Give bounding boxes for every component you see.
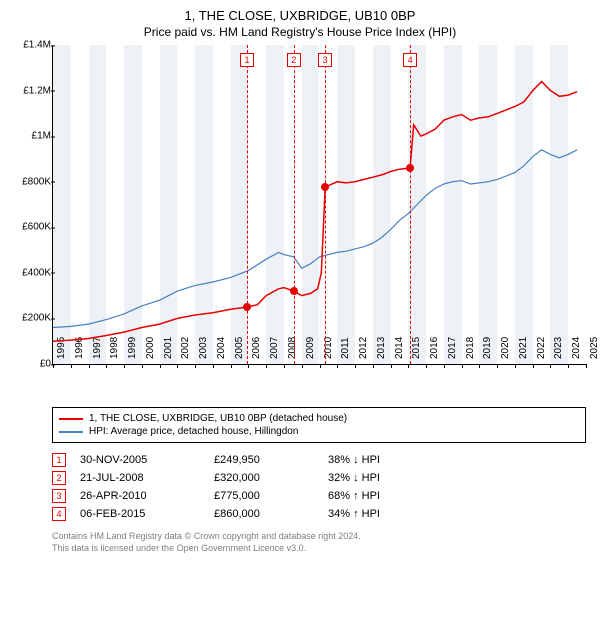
- event-line: [410, 45, 411, 364]
- y-axis-tick: £0: [11, 359, 51, 370]
- chart-area: £0£200K£400K£600K£800K£1M£1.2M£1.4M19951…: [52, 45, 586, 365]
- y-axis-tick: £400K: [11, 267, 51, 278]
- footer-line: Contains HM Land Registry data © Crown c…: [52, 531, 586, 543]
- events-table: 1 30-NOV-2005 £249,950 38% ↓ HPI 2 21-JUL-200…: [52, 451, 586, 523]
- page-subtitle: Price paid vs. HM Land Registry's House …: [10, 25, 590, 39]
- x-axis-tick-mark: [550, 364, 551, 368]
- y-axis-tick: £1M: [11, 131, 51, 142]
- event-line: [325, 45, 326, 364]
- legend: 1, THE CLOSE, UXBRIDGE, UB10 0BP (detach…: [52, 407, 586, 443]
- x-axis-tick-mark: [426, 364, 427, 368]
- x-axis-tick-mark: [266, 364, 267, 368]
- x-axis-tick-mark: [515, 364, 516, 368]
- series-line: [53, 82, 577, 342]
- event-dot: [290, 287, 298, 295]
- x-axis-tick-mark: [195, 364, 196, 368]
- x-axis-tick-mark: [355, 364, 356, 368]
- x-axis-tick-mark: [497, 364, 498, 368]
- x-axis-tick-mark: [337, 364, 338, 368]
- legend-label: HPI: Average price, detached house, Hill…: [89, 426, 298, 437]
- x-axis-tick-mark: [177, 364, 178, 368]
- line-layer: [53, 45, 586, 364]
- x-axis-tick-mark: [124, 364, 125, 368]
- event-price: £775,000: [214, 490, 314, 502]
- event-row: 2 21-JUL-2008 £320,000 32% ↓ HPI: [52, 469, 586, 487]
- event-number-box: 4: [52, 507, 66, 521]
- event-number-box: 2: [52, 471, 66, 485]
- event-number-box: 1: [52, 453, 66, 467]
- x-axis-tick-mark: [391, 364, 392, 368]
- footer: Contains HM Land Registry data © Crown c…: [52, 531, 586, 554]
- x-axis-tick-mark: [533, 364, 534, 368]
- legend-label: 1, THE CLOSE, UXBRIDGE, UB10 0BP (detach…: [89, 413, 347, 424]
- x-axis-tick-mark: [106, 364, 107, 368]
- event-marker-box: 3: [318, 53, 332, 67]
- y-axis-tick: £1.4M: [11, 40, 51, 51]
- x-axis-tick-mark: [71, 364, 72, 368]
- event-pct: 34% ↑ HPI: [328, 508, 438, 520]
- event-row: 3 26-APR-2010 £775,000 68% ↑ HPI: [52, 487, 586, 505]
- event-marker-box: 1: [240, 53, 254, 67]
- event-price: £249,950: [214, 454, 314, 466]
- event-price: £320,000: [214, 472, 314, 484]
- event-pct: 68% ↑ HPI: [328, 490, 438, 502]
- plot-area: £0£200K£400K£600K£800K£1M£1.2M£1.4M19951…: [52, 45, 586, 365]
- event-line: [247, 45, 248, 364]
- legend-swatch: [59, 418, 83, 420]
- y-axis-tick: £600K: [11, 222, 51, 233]
- y-axis-tick: £1.2M: [11, 85, 51, 96]
- event-number-box: 3: [52, 489, 66, 503]
- x-axis-tick-mark: [320, 364, 321, 368]
- event-marker-box: 2: [287, 53, 301, 67]
- event-line: [294, 45, 295, 364]
- event-date: 21-JUL-2008: [80, 472, 200, 484]
- legend-row: 1, THE CLOSE, UXBRIDGE, UB10 0BP (detach…: [59, 412, 579, 425]
- x-axis-tick-mark: [160, 364, 161, 368]
- x-axis-tick-mark: [248, 364, 249, 368]
- event-pct: 38% ↓ HPI: [328, 454, 438, 466]
- x-axis-tick-mark: [231, 364, 232, 368]
- x-axis-tick-mark: [302, 364, 303, 368]
- x-axis-tick-mark: [373, 364, 374, 368]
- footer-line: This data is licensed under the Open Gov…: [52, 543, 586, 555]
- x-axis-tick-mark: [53, 364, 54, 368]
- event-date: 30-NOV-2005: [80, 454, 200, 466]
- y-axis-tick: £800K: [11, 176, 51, 187]
- x-axis-tick-mark: [479, 364, 480, 368]
- x-axis-tick-mark: [142, 364, 143, 368]
- x-axis-tick-mark: [213, 364, 214, 368]
- legend-swatch: [59, 431, 83, 433]
- event-price: £860,000: [214, 508, 314, 520]
- event-date: 26-APR-2010: [80, 490, 200, 502]
- event-dot: [406, 164, 414, 172]
- event-dot: [321, 183, 329, 191]
- x-axis-tick-mark: [89, 364, 90, 368]
- event-dot: [243, 303, 251, 311]
- event-row: 1 30-NOV-2005 £249,950 38% ↓ HPI: [52, 451, 586, 469]
- event-pct: 32% ↓ HPI: [328, 472, 438, 484]
- x-axis-tick-mark: [568, 364, 569, 368]
- x-axis-tick-mark: [444, 364, 445, 368]
- x-axis-tick-mark: [462, 364, 463, 368]
- legend-row: HPI: Average price, detached house, Hill…: [59, 425, 579, 438]
- event-marker-box: 4: [403, 53, 417, 67]
- page-title: 1, THE CLOSE, UXBRIDGE, UB10 0BP: [10, 8, 590, 23]
- event-date: 06-FEB-2015: [80, 508, 200, 520]
- y-axis-tick: £200K: [11, 313, 51, 324]
- series-line: [53, 150, 577, 328]
- x-axis-tick-mark: [408, 364, 409, 368]
- chart-container: 1, THE CLOSE, UXBRIDGE, UB10 0BP Price p…: [0, 0, 600, 560]
- x-axis-tick: 2025: [589, 337, 600, 359]
- x-axis-tick-mark: [586, 364, 587, 368]
- event-row: 4 06-FEB-2015 £860,000 34% ↑ HPI: [52, 505, 586, 523]
- x-axis-tick-mark: [284, 364, 285, 368]
